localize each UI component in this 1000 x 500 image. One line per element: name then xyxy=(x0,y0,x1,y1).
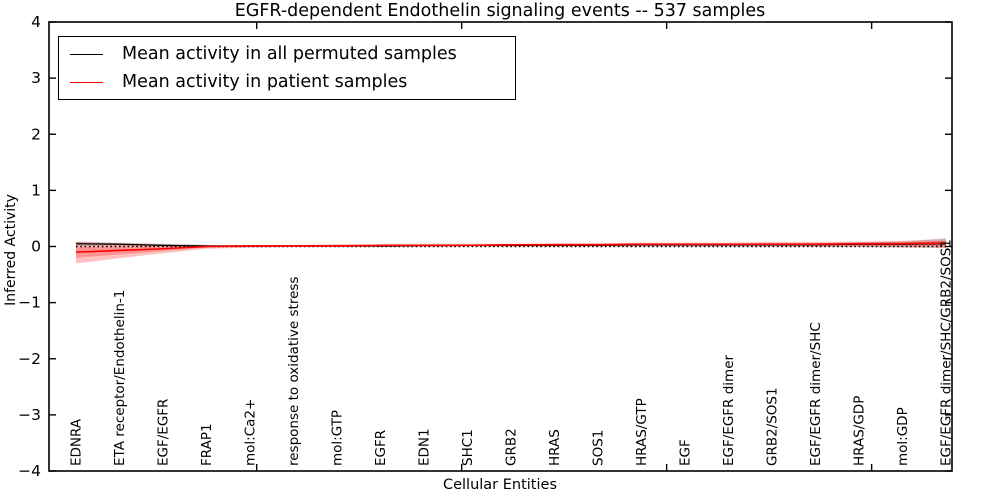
legend-label-patient: Mean activity in patient samples xyxy=(122,72,408,92)
legend: Mean activity in all permuted samples Me… xyxy=(58,36,516,100)
y-tick-label: −1 xyxy=(18,294,41,312)
x-category-label: response to oxidative stress xyxy=(286,277,302,466)
chart-title: EGFR-dependent Endothelin signaling even… xyxy=(234,1,766,21)
y-axis-label: Inferred Activity xyxy=(3,194,19,306)
x-category-label: FRAP1 xyxy=(199,423,215,466)
confidence-band-patient xyxy=(76,239,946,264)
y-tick-label: 2 xyxy=(31,125,41,143)
y-tick-label: −4 xyxy=(18,462,41,480)
y-tick-label: 0 xyxy=(31,238,41,256)
x-category-label: mol:GDP xyxy=(895,407,911,466)
x-category-label: GRB2/SOS1 xyxy=(765,387,781,466)
y-tick-label: −2 xyxy=(18,350,41,368)
legend-line-sample-black-icon xyxy=(70,53,103,55)
x-category-label: GRB2 xyxy=(504,428,520,466)
mean-line-patient xyxy=(75,242,947,253)
x-category-label: EGF/EGFR dimer/SHC xyxy=(808,322,824,466)
y-tick-label: 4 xyxy=(31,13,41,31)
x-category-label: EDN1 xyxy=(417,428,433,466)
x-category-label: EGF/EGFR dimer/SHC/GRB2/SOS1 xyxy=(939,239,955,466)
x-category-label: HRAS xyxy=(547,429,563,466)
x-category-label: mol:GTP xyxy=(330,410,346,466)
x-category-label: SHC1 xyxy=(460,429,476,466)
x-category-label: mol:Ca2+ xyxy=(243,399,259,466)
x-axis-label: Cellular Entities xyxy=(442,477,558,493)
x-category-label: ETA receptor/Endothelin-1 xyxy=(112,290,128,466)
x-category-label: EDNRA xyxy=(69,418,85,466)
x-category-label: SOS1 xyxy=(591,430,607,466)
x-category-label: EGF xyxy=(678,439,694,466)
x-category-label: HRAS/GTP xyxy=(634,398,650,466)
y-tick-label: −3 xyxy=(18,406,41,424)
x-category-label: EGFR xyxy=(373,430,389,466)
legend-line-sample-red-icon xyxy=(70,81,103,83)
y-tick-label: 3 xyxy=(31,69,41,87)
legend-item-patient: Mean activity in patient samples xyxy=(64,68,510,96)
x-category-label: HRAS/GDP xyxy=(852,396,868,466)
x-category-label: EGF/EGFR xyxy=(156,399,172,466)
y-tick-label: 1 xyxy=(31,181,41,199)
x-category-label: EGF/EGFR dimer xyxy=(721,354,737,466)
legend-item-permuted: Mean activity in all permuted samples xyxy=(64,40,510,68)
legend-label-permuted: Mean activity in all permuted samples xyxy=(122,44,457,64)
